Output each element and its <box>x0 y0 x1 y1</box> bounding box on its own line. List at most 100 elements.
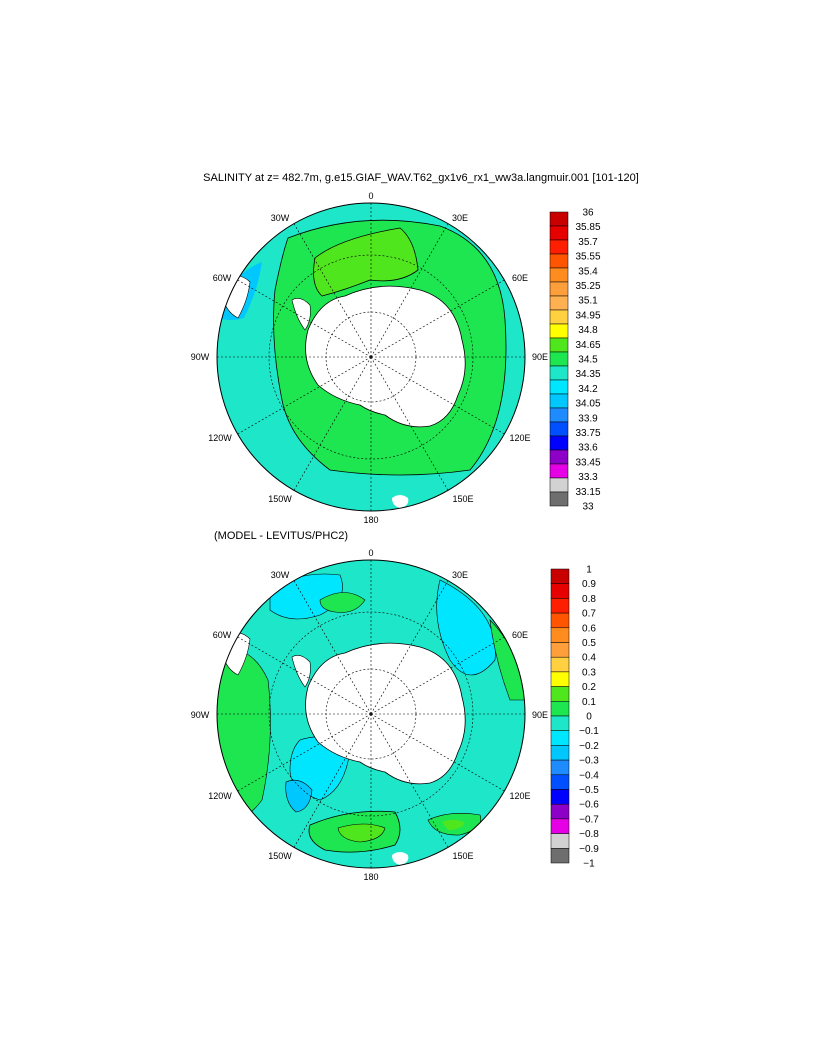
colorbar-swatch <box>550 789 570 805</box>
lon-label: 0 <box>368 191 373 201</box>
colorbar-swatch <box>549 253 569 269</box>
colorbar-swatch <box>549 211 569 227</box>
colorbar-swatch <box>549 239 569 255</box>
colorbar-label: −0.1 <box>579 726 599 737</box>
colorbar-swatch <box>549 337 569 353</box>
colorbar-swatch <box>549 435 569 451</box>
colorbar-label: 0.7 <box>582 609 596 620</box>
colorbar-label: 0.5 <box>582 638 596 649</box>
meridian-lines <box>217 203 525 511</box>
antarctic-peninsula <box>291 298 311 331</box>
panel-title: (MODEL - LEVITUS/PHC2) <box>214 530 348 542</box>
lon-label: 150W <box>268 494 292 504</box>
map-boundary <box>216 559 526 869</box>
colorbar-swatch <box>549 407 569 423</box>
colorbar-swatch <box>550 568 570 584</box>
colorbar-label: 33.45 <box>575 457 600 468</box>
lon-label: 120W <box>208 433 232 443</box>
colorbar-swatch <box>550 671 570 687</box>
colorbar-label: 34.65 <box>575 340 600 351</box>
meridian-line <box>293 713 372 848</box>
colorbar-label: 35.7 <box>578 237 598 248</box>
colorbar-label: 0.6 <box>582 623 596 634</box>
colorbar-swatch <box>549 267 569 283</box>
colorbar-swatch <box>549 323 569 339</box>
lon-label: 90E <box>532 710 548 720</box>
lon-label: 90W <box>191 710 210 720</box>
lon-label: 180 <box>363 515 378 525</box>
colorbar-label: −0.7 <box>579 814 599 825</box>
lon-label: 30E <box>452 213 468 223</box>
lon-label: 180 <box>363 872 378 882</box>
colorbar-label: −0.4 <box>579 770 599 781</box>
meridian-line <box>237 356 372 435</box>
colorbar-label: 33.6 <box>578 443 598 454</box>
longitude-labels: 0 30E 60E 90E 120E 150E 180 150W 120W 90… <box>191 191 548 525</box>
colorbar-label: −0.6 <box>579 800 599 811</box>
lon-label: 150E <box>452 494 473 504</box>
colorbar-label: 33.75 <box>575 428 600 439</box>
meridian-line <box>370 580 449 715</box>
colorbar-label: −0.3 <box>579 756 599 767</box>
colorbar-label: 0.3 <box>582 667 596 678</box>
ocean-lime-region <box>313 227 419 297</box>
meridian-line <box>370 356 449 491</box>
colorbar-swatch <box>550 818 570 834</box>
colorbar-swatch <box>549 295 569 311</box>
colorbar-label: −0.2 <box>579 741 599 752</box>
lon-label: 90E <box>532 352 548 362</box>
sea-ice-patch <box>392 852 409 865</box>
antarctic-peninsula <box>291 655 311 688</box>
longitude-labels: 0 30E 60E 90E 120E 150E 180 150W 120W 90… <box>191 548 548 882</box>
colorbar-swatch <box>550 803 570 820</box>
antarctica-landmass <box>305 285 466 428</box>
panel-salinity: SALINITY at z= 482.7m, g.e15.GIAF_WAV.T6… <box>191 172 639 525</box>
colorbar-label: 34.5 <box>578 355 598 366</box>
colorbar-label: 34.95 <box>575 310 600 321</box>
colorbar-swatch <box>549 379 569 395</box>
colorbar-label: 0.1 <box>582 697 596 708</box>
colorbar-swatch <box>550 598 570 614</box>
colorbar-label: 35.55 <box>575 252 600 263</box>
colorbar: 1 0.9 0.8 0.7 0.6 0.5 0.4 0.3 0.2 0.1 0 −0.1 −0.2 −0.… <box>550 565 599 870</box>
meridian-line <box>237 636 372 715</box>
colorbar-label: −0.9 <box>579 844 599 855</box>
colorbar-label: 0 <box>586 712 592 723</box>
colorbar-label: 35.85 <box>575 222 600 233</box>
colorbar-swatch <box>549 309 569 325</box>
colorbar-label: −1 <box>583 859 595 870</box>
lon-label: 150E <box>452 851 473 861</box>
meridian-line <box>370 636 505 715</box>
colorbar-label: 35.4 <box>578 266 598 277</box>
colorbar-swatch <box>549 491 569 507</box>
colorbar-label: 0.9 <box>582 579 596 590</box>
colorbar-swatch <box>550 715 570 731</box>
lon-label: 90W <box>191 352 210 362</box>
meridian-line <box>237 713 372 792</box>
lon-label: 60W <box>213 273 232 283</box>
colorbar-swatch <box>549 421 569 437</box>
meridian-line <box>370 713 449 848</box>
colorbar-swatch <box>550 833 570 849</box>
colorbar-label: −0.8 <box>579 829 599 840</box>
colorbar-swatch <box>549 225 569 241</box>
colorbar-swatch <box>550 627 570 643</box>
colorbar-swatch <box>549 449 569 465</box>
polar-map <box>216 559 526 869</box>
lon-label: 30E <box>452 570 468 580</box>
ocean-lime-region <box>337 823 386 843</box>
colorbar-label: 33 <box>582 502 594 513</box>
colorbar-label: 35.25 <box>575 281 600 292</box>
colorbar-label: 34.8 <box>578 325 598 336</box>
colorbar-label: −0.5 <box>579 785 599 796</box>
meridian-lines <box>217 560 525 868</box>
ocean-blue-region <box>285 779 313 813</box>
colorbar-label: 1 <box>586 565 592 576</box>
meridian-line <box>293 223 372 358</box>
meridian-line <box>370 279 505 358</box>
panel-difference: (MODEL - LEVITUS/PHC2) <box>191 530 600 882</box>
colorbar-label: 0.4 <box>582 653 596 664</box>
colorbar-swatch <box>549 365 569 381</box>
colorbar-swatch <box>550 701 570 717</box>
colorbar-label: 33.3 <box>578 472 598 483</box>
